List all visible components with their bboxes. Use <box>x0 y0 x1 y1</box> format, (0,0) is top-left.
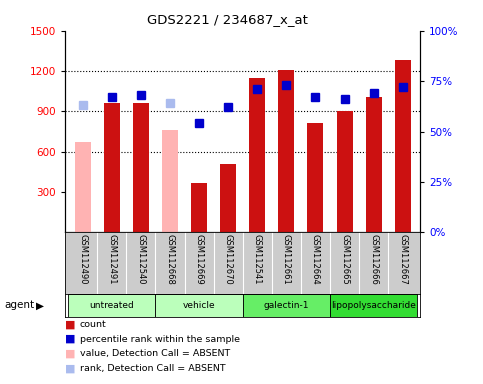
Text: GDS2221 / 234687_x_at: GDS2221 / 234687_x_at <box>146 13 308 26</box>
Bar <box>75 142 91 232</box>
Text: count: count <box>80 320 106 329</box>
Text: GSM112666: GSM112666 <box>369 234 378 285</box>
Text: rank, Detection Call = ABSENT: rank, Detection Call = ABSENT <box>80 364 226 373</box>
Bar <box>395 60 411 232</box>
Text: galectin-1: galectin-1 <box>264 301 309 310</box>
Text: ■: ■ <box>65 334 76 344</box>
Text: GSM112491: GSM112491 <box>107 234 116 285</box>
Text: value, Detection Call = ABSENT: value, Detection Call = ABSENT <box>80 349 230 358</box>
Bar <box>308 123 324 232</box>
Text: untreated: untreated <box>89 301 134 310</box>
Text: percentile rank within the sample: percentile rank within the sample <box>80 334 240 344</box>
Text: agent: agent <box>5 300 35 310</box>
Bar <box>366 96 382 232</box>
Text: ■: ■ <box>65 349 76 359</box>
Bar <box>68 294 156 317</box>
Text: GSM112541: GSM112541 <box>253 234 262 285</box>
Bar <box>133 103 149 232</box>
Text: GSM112540: GSM112540 <box>136 234 145 285</box>
Bar <box>249 78 265 232</box>
Text: GSM112670: GSM112670 <box>224 234 233 285</box>
Bar <box>337 111 353 232</box>
Text: GSM112667: GSM112667 <box>398 234 407 285</box>
Bar <box>104 103 120 232</box>
Text: GSM112661: GSM112661 <box>282 234 291 285</box>
Bar <box>191 183 207 232</box>
Text: lipopolysaccharide: lipopolysaccharide <box>331 301 416 310</box>
Bar <box>278 70 294 232</box>
Bar <box>220 164 236 232</box>
Bar <box>156 294 243 317</box>
Bar <box>330 294 417 317</box>
Bar <box>162 130 178 232</box>
Text: vehicle: vehicle <box>183 301 215 310</box>
Bar <box>243 294 330 317</box>
Text: ■: ■ <box>65 363 76 373</box>
Text: GSM112669: GSM112669 <box>195 234 203 285</box>
Text: GSM112668: GSM112668 <box>166 234 174 285</box>
Text: GSM112664: GSM112664 <box>311 234 320 285</box>
Text: ▶: ▶ <box>36 300 44 310</box>
Text: ■: ■ <box>65 319 76 329</box>
Text: GSM112490: GSM112490 <box>78 234 87 285</box>
Text: GSM112665: GSM112665 <box>340 234 349 285</box>
